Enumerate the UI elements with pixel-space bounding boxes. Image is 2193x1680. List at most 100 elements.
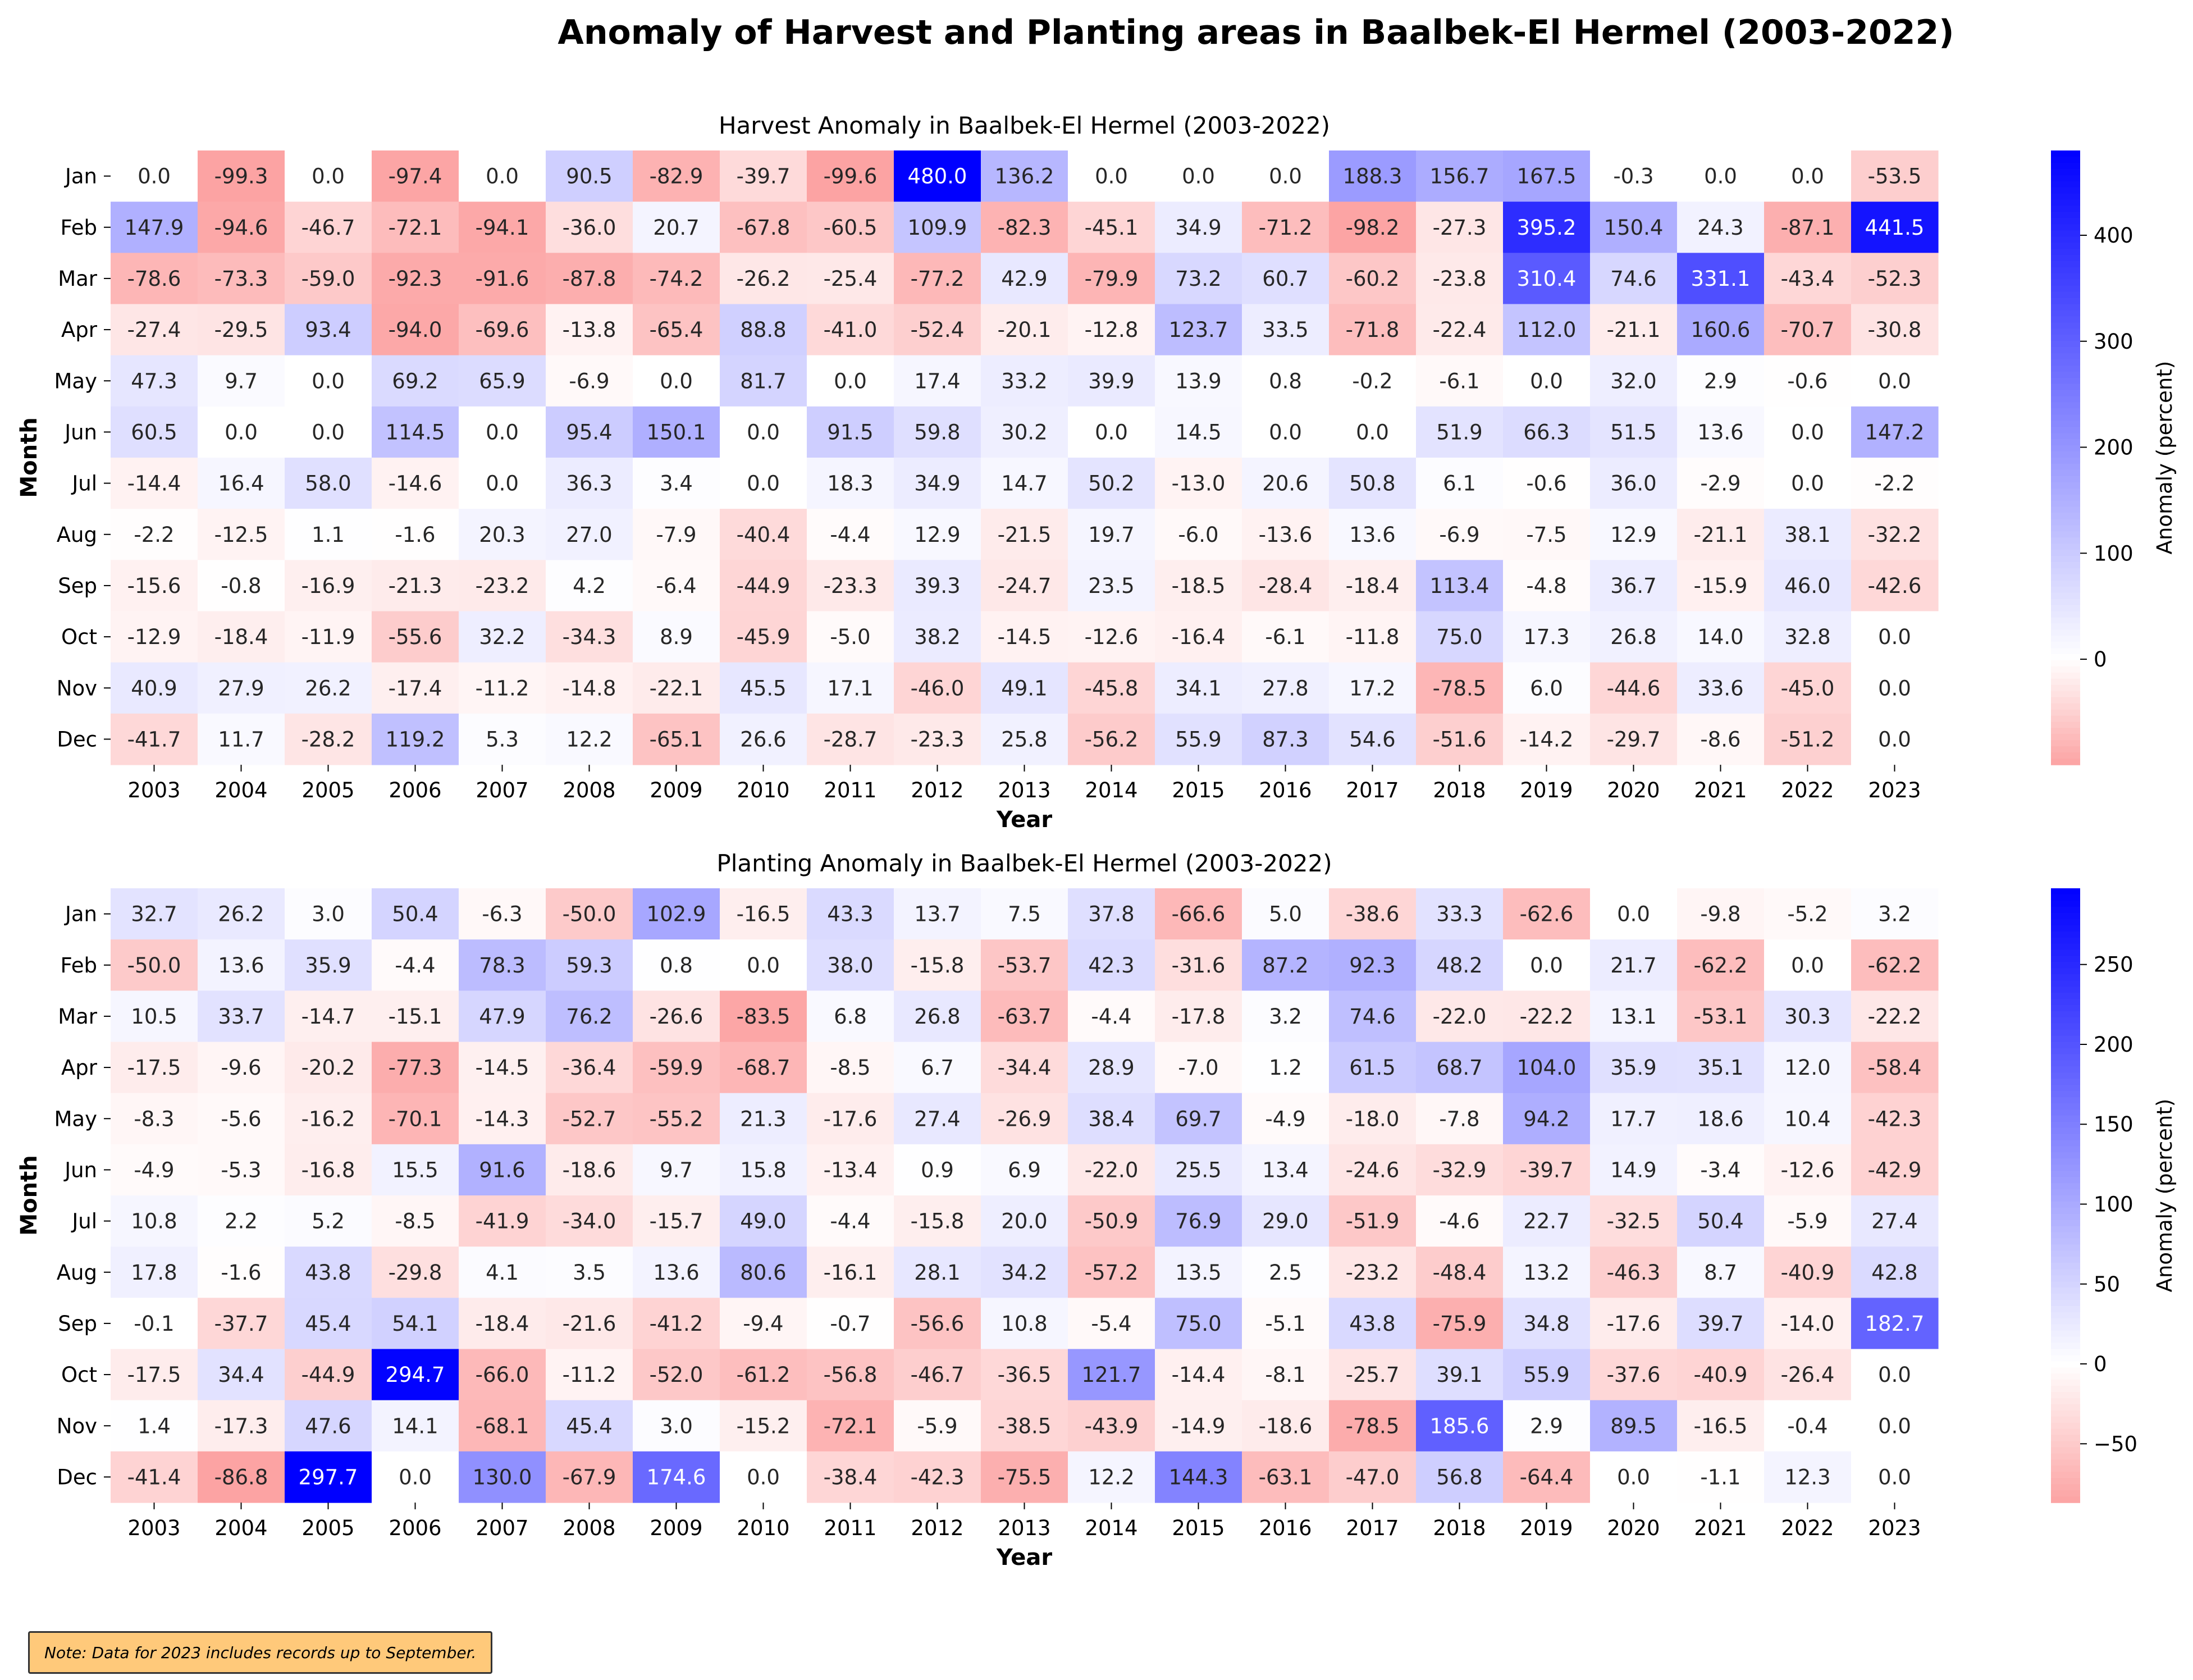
heatmap-cell bbox=[1851, 202, 1939, 253]
cell-label: 0.0 bbox=[1878, 369, 1911, 393]
cell-label: 6.9 bbox=[1008, 1158, 1041, 1182]
cell-label: 0.0 bbox=[1617, 1465, 1650, 1489]
colorbar-segment bbox=[2051, 888, 2080, 895]
colorbar-segment bbox=[2051, 1220, 2080, 1227]
cell-label: 27.8 bbox=[1262, 676, 1308, 700]
heatmap-cell bbox=[1155, 939, 1242, 991]
cell-label: 14.0 bbox=[1697, 625, 1743, 649]
colorbar-segment bbox=[2051, 365, 2080, 372]
colorbar-segment bbox=[2051, 1324, 2080, 1331]
heatmap-cell bbox=[111, 458, 198, 509]
x-tick-label: 2020 bbox=[1607, 778, 1660, 802]
cell-label: 38.0 bbox=[827, 953, 873, 978]
heatmap-cell bbox=[1068, 406, 1155, 458]
heatmap-cell bbox=[1416, 355, 1504, 407]
colorbar-segment bbox=[2051, 156, 2080, 163]
colorbar-segment bbox=[2051, 445, 2080, 452]
heatmap-cell bbox=[1329, 509, 1417, 560]
cell-label: -99.3 bbox=[214, 165, 268, 189]
heatmap-cell bbox=[981, 1195, 1068, 1247]
heatmap-cell bbox=[1068, 939, 1155, 991]
colorbar-segment bbox=[2051, 642, 2080, 649]
heatmap-cell bbox=[1329, 355, 1417, 407]
colorbar-segment bbox=[2051, 433, 2080, 440]
cell-label: -60.2 bbox=[1346, 267, 1400, 291]
cell-label: -0.1 bbox=[134, 1312, 174, 1336]
heatmap-cell bbox=[981, 150, 1068, 202]
cell-label: -15.6 bbox=[127, 574, 181, 598]
cell-label: 395.2 bbox=[1517, 216, 1577, 240]
x-axis-label: Year bbox=[996, 807, 1052, 833]
cell-label: 174.6 bbox=[647, 1465, 706, 1489]
cell-label: 47.9 bbox=[479, 1005, 525, 1029]
cell-label: 13.5 bbox=[1175, 1261, 1221, 1285]
heatmap-cell bbox=[111, 1093, 198, 1145]
colorbar-segment bbox=[2051, 1134, 2080, 1141]
cell-label: -48.4 bbox=[1433, 1261, 1487, 1285]
heatmap-cell bbox=[372, 1093, 459, 1145]
heatmap-cell bbox=[1329, 1400, 1417, 1452]
cell-label: -6.4 bbox=[656, 574, 696, 598]
heatmap-cell bbox=[1503, 1093, 1591, 1145]
heatmap-cell bbox=[1851, 1144, 1939, 1196]
heatmap-cell bbox=[1764, 509, 1852, 560]
cell-label: -56.2 bbox=[1085, 727, 1139, 751]
cell-label: 49.0 bbox=[740, 1209, 786, 1234]
cell-label: -64.4 bbox=[1520, 1465, 1574, 1489]
cell-label: -16.2 bbox=[301, 1107, 355, 1131]
heatmap-cell bbox=[1851, 150, 1939, 202]
cell-label: -32.9 bbox=[1433, 1158, 1487, 1182]
colorbar-segment bbox=[2051, 199, 2080, 207]
heatmap-cell bbox=[1329, 1247, 1417, 1298]
cell-label: -86.8 bbox=[214, 1465, 268, 1489]
cell-label: -11.9 bbox=[301, 625, 355, 649]
cell-label: -42.3 bbox=[911, 1465, 965, 1489]
colorbar-segment bbox=[2051, 1195, 2080, 1202]
heatmap-cell bbox=[720, 611, 807, 663]
heatmap-cell bbox=[633, 662, 720, 714]
heatmap-cell bbox=[1242, 1349, 1329, 1401]
heatmap-cell bbox=[285, 1093, 372, 1145]
colorbar-segment bbox=[2051, 1330, 2080, 1337]
colorbar-segment bbox=[2051, 1091, 2080, 1098]
y-tick-label: Aug bbox=[57, 1261, 97, 1285]
heatmap-cell bbox=[1764, 560, 1852, 612]
cell-label: 2.5 bbox=[1269, 1261, 1302, 1285]
cell-label: 34.2 bbox=[1001, 1261, 1047, 1285]
cell-label: 36.3 bbox=[566, 472, 612, 496]
cell-label: 0.0 bbox=[1617, 902, 1650, 926]
heatmap-cell bbox=[1590, 304, 1678, 356]
cell-label: -41.0 bbox=[824, 318, 878, 342]
heatmap-cell bbox=[285, 1144, 372, 1196]
heatmap-cell bbox=[1677, 355, 1765, 407]
colorbar-segment bbox=[2051, 463, 2080, 471]
cell-label: -13.8 bbox=[563, 318, 616, 342]
heatmap-cell bbox=[633, 1451, 720, 1503]
heatmap-cell bbox=[1851, 1349, 1939, 1401]
y-tick-label: Jan bbox=[64, 165, 97, 189]
colorbar-segment bbox=[2051, 1023, 2080, 1030]
cell-label: 13.2 bbox=[1523, 1261, 1569, 1285]
heatmap-cell bbox=[1764, 1298, 1852, 1350]
heatmap-cell bbox=[1590, 990, 1678, 1043]
heatmap-cell bbox=[1242, 509, 1329, 560]
cell-label: -52.3 bbox=[1868, 267, 1922, 291]
cell-label: 13.6 bbox=[1349, 523, 1395, 547]
cell-label: 2.2 bbox=[225, 1209, 258, 1234]
cell-label: 27.0 bbox=[566, 523, 612, 547]
heatmap-cell bbox=[1503, 1400, 1591, 1452]
colorbar-segment bbox=[2051, 617, 2080, 624]
cell-label: -39.7 bbox=[737, 165, 791, 189]
cell-label: -36.4 bbox=[563, 1056, 616, 1080]
heatmap-cell bbox=[1068, 1093, 1155, 1145]
heatmap-cell bbox=[633, 1042, 720, 1094]
heatmap-cell bbox=[1503, 202, 1591, 253]
heatmap-cell bbox=[372, 888, 459, 940]
x-tick-label: 2010 bbox=[737, 778, 789, 802]
heatmap-cell bbox=[1764, 888, 1852, 940]
cell-label: -83.5 bbox=[737, 1005, 791, 1029]
heatmap-cell bbox=[1677, 1349, 1765, 1401]
colorbar-segment bbox=[2051, 1490, 2080, 1497]
heatmap-cell bbox=[981, 1144, 1068, 1196]
cell-label: -92.3 bbox=[389, 267, 442, 291]
